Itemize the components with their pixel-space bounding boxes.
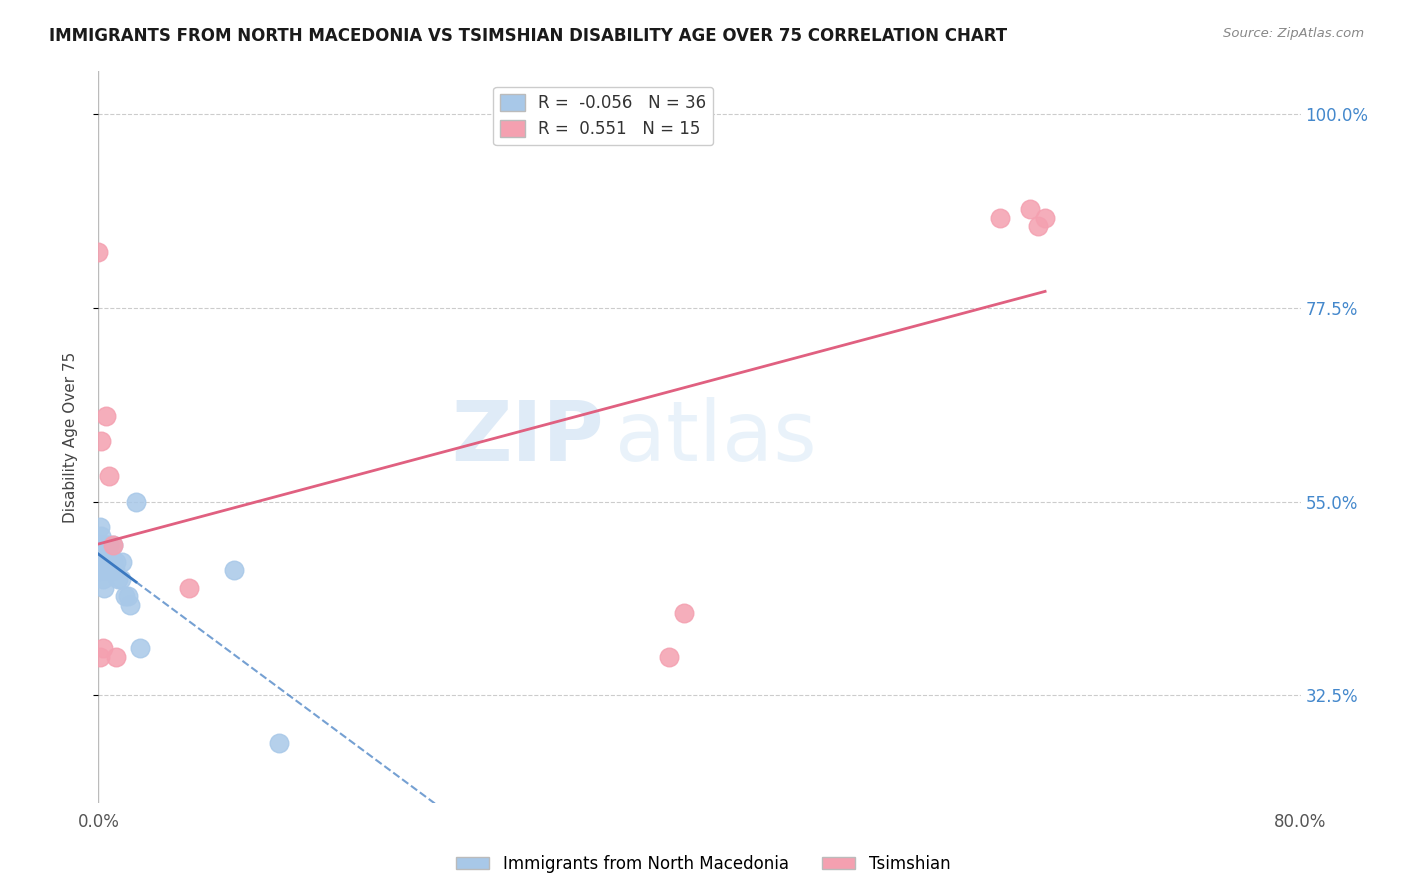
Point	[117, 589, 139, 603]
Point	[90, 564, 112, 578]
Point	[103, 538, 125, 552]
Point	[89, 520, 111, 534]
Point	[97, 538, 120, 552]
Point	[94, 409, 117, 423]
Point	[91, 538, 114, 552]
Point	[107, 572, 129, 586]
Point	[93, 564, 115, 578]
Point	[177, 581, 200, 595]
Point	[89, 649, 111, 664]
Point	[129, 640, 152, 655]
Point	[118, 598, 141, 612]
Point	[90, 546, 112, 560]
Point	[105, 649, 128, 664]
Point	[91, 640, 114, 655]
Text: IMMIGRANTS FROM NORTH MACEDONIA VS TSIMSHIAN DISABILITY AGE OVER 75 CORRELATION : IMMIGRANTS FROM NORTH MACEDONIA VS TSIMS…	[49, 27, 1007, 45]
Point	[111, 555, 134, 569]
Point	[87, 538, 110, 552]
Point	[93, 581, 115, 595]
Text: ZIP: ZIP	[451, 397, 603, 477]
Point	[90, 529, 112, 543]
Point	[94, 538, 117, 552]
Point	[91, 572, 114, 586]
Point	[89, 546, 111, 560]
Point	[87, 546, 110, 560]
Legend: Immigrants from North Macedonia, Tsimshian: Immigrants from North Macedonia, Tsimshi…	[449, 848, 957, 880]
Point	[94, 555, 117, 569]
Point	[105, 555, 128, 569]
Point	[673, 607, 696, 621]
Point	[93, 546, 115, 560]
Text: atlas: atlas	[616, 397, 817, 477]
Point	[87, 564, 110, 578]
Y-axis label: Disability Age Over 75: Disability Age Over 75	[63, 351, 77, 523]
Point	[988, 211, 1011, 225]
Point	[103, 555, 125, 569]
Point	[91, 555, 114, 569]
Legend: R =  -0.056   N = 36, R =  0.551   N = 15: R = -0.056 N = 36, R = 0.551 N = 15	[494, 87, 713, 145]
Point	[1019, 202, 1042, 216]
Point	[1033, 211, 1056, 225]
Point	[97, 468, 120, 483]
Point	[87, 245, 110, 260]
Point	[97, 555, 120, 569]
Point	[267, 735, 290, 749]
Point	[96, 564, 118, 578]
Point	[96, 546, 118, 560]
Text: Source: ZipAtlas.com: Source: ZipAtlas.com	[1223, 27, 1364, 40]
Point	[110, 572, 132, 586]
Point	[100, 555, 122, 569]
Point	[103, 538, 125, 552]
Point	[1026, 219, 1049, 234]
Point	[104, 564, 127, 578]
Point	[114, 589, 136, 603]
Point	[90, 434, 112, 449]
Point	[658, 649, 681, 664]
Point	[101, 564, 124, 578]
Point	[125, 494, 148, 508]
Point	[222, 564, 245, 578]
